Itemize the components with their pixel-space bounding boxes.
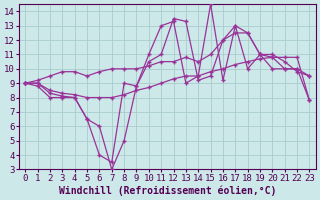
X-axis label: Windchill (Refroidissement éolien,°C): Windchill (Refroidissement éolien,°C) [59,185,276,196]
